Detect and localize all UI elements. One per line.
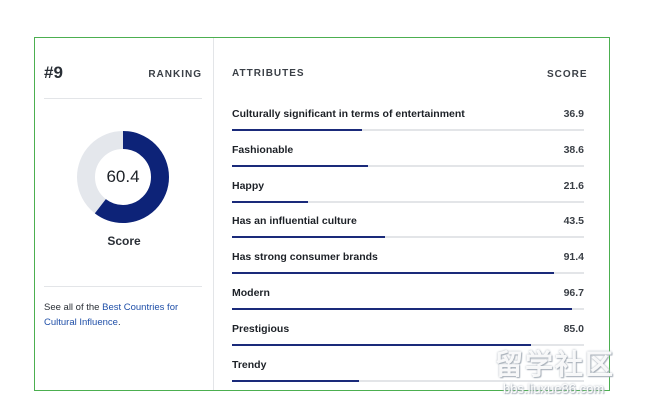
attribute-row: Trendy <box>232 355 584 390</box>
attribute-label: Fashionable <box>232 143 294 156</box>
attribute-bar-fill <box>232 307 573 310</box>
score-caption: Score <box>107 234 141 248</box>
attribute-row: Prestigious 85.0 <box>232 319 584 355</box>
attribute-bar-track <box>232 343 584 346</box>
attribute-row: Has strong consumer brands 91.4 <box>232 247 584 283</box>
attribute-label: Has strong consumer brands <box>232 251 378 264</box>
attribute-score: 91.4 <box>563 251 584 264</box>
attribute-row: Culturally significant in terms of enter… <box>232 104 584 140</box>
attribute-row: Happy 21.6 <box>232 176 584 212</box>
attributes-header: ATTRIBUTES <box>232 68 305 79</box>
see-all-text: See all of the Best Countries for Cultur… <box>44 300 204 330</box>
best-countries-link[interactable]: Best Countries for Cultural Influence <box>44 302 179 328</box>
attribute-label: Trendy <box>232 358 267 371</box>
attribute-bar-fill <box>232 129 362 131</box>
score-value: 60.4 <box>106 167 140 186</box>
country-ranking-card: #9 RANKING 60.4 Score See all of the Bes… <box>34 37 610 391</box>
attribute-bar-track <box>232 164 584 167</box>
ranking-label: RANKING <box>148 69 202 80</box>
ranking-number: #9 <box>44 63 63 82</box>
ranking-panel: #9 RANKING 60.4 Score See all of the Bes… <box>35 38 214 390</box>
attribute-label: Happy <box>232 179 265 192</box>
score-header: SCORE <box>547 69 588 80</box>
attribute-bar-fill <box>232 379 359 382</box>
attribute-score: 43.5 <box>563 215 584 228</box>
attribute-row: Modern 96.7 <box>232 283 584 319</box>
ranking-header: #9 RANKING <box>44 60 202 99</box>
attributes-panel: ATTRIBUTES SCORE Culturally significant … <box>214 38 609 390</box>
watermark-url: bbs.liuxue86.com <box>503 381 605 396</box>
watermark-logo-text: 留学社区 <box>495 348 616 381</box>
watermark: 留学社区 bbs.liuxue86.com <box>495 343 655 405</box>
attribute-score: 85.0 <box>563 322 584 335</box>
attribute-bar-fill <box>232 236 386 239</box>
divider <box>44 286 202 287</box>
attribute-label: Modern <box>232 286 270 299</box>
attribute-score: 21.6 <box>563 179 584 192</box>
attribute-bar-fill <box>232 164 368 167</box>
score-donut: 60.4 <box>76 130 170 224</box>
score-donut-arc <box>77 131 169 223</box>
attribute-label: Has an influential culture <box>232 215 357 228</box>
attribute-bar-fill <box>232 200 309 203</box>
attribute-score: 96.7 <box>563 286 584 299</box>
attribute-bar-track <box>232 129 584 131</box>
attribute-label: Culturally significant in terms of enter… <box>232 108 465 120</box>
attribute-row: Fashionable 38.6 <box>232 140 584 176</box>
attribute-bar-track <box>232 272 584 275</box>
attribute-bar-track <box>232 200 584 203</box>
attribute-bar-fill <box>232 343 532 346</box>
attribute-list: Culturally significant in terms of enter… <box>232 104 584 390</box>
see-all-prefix: See all of the <box>44 302 103 313</box>
attribute-row: Has an influential culture 43.5 <box>232 211 584 247</box>
see-all-suffix: . <box>117 317 121 328</box>
attribute-bar-track <box>232 379 584 382</box>
attribute-label: Prestigious <box>232 322 290 335</box>
attribute-bar-track <box>232 307 584 310</box>
attribute-score: 38.6 <box>563 143 584 156</box>
attribute-bar-track <box>232 236 584 239</box>
attribute-score: 36.9 <box>563 108 584 120</box>
attribute-bar-fill <box>232 272 554 275</box>
